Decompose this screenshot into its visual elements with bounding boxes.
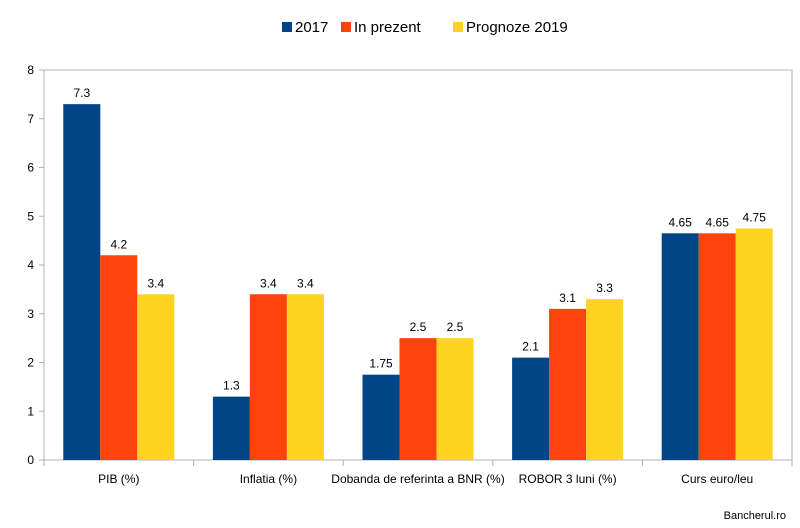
bar	[698, 233, 736, 460]
bars	[63, 104, 773, 460]
data-label: 3.4	[297, 276, 314, 290]
x-category-label: Inflatia (%)	[240, 472, 297, 486]
data-label: 3.3	[596, 281, 613, 295]
x-category-label: Dobanda de referinta a BNR (%)	[331, 472, 504, 486]
bar	[249, 294, 287, 460]
data-label: 2.1	[522, 340, 539, 354]
legend: 2017 In prezent Prognoze 2019	[282, 19, 568, 36]
data-label: 7.3	[73, 86, 90, 100]
x-category-label: Curs euro/leu	[681, 472, 753, 486]
y-tick-label: 1	[27, 404, 34, 418]
bar	[63, 104, 101, 460]
y-tick-label: 2	[27, 356, 34, 370]
data-label: 1.3	[223, 379, 240, 393]
y-tick-label: 8	[27, 63, 34, 77]
bar	[362, 374, 400, 460]
legend-swatch	[341, 22, 351, 32]
legend-label: In prezent	[354, 19, 422, 36]
bar	[436, 338, 474, 460]
legend-label: Prognoze 2019	[466, 19, 568, 36]
y-tick-label: 6	[27, 161, 34, 175]
data-labels: 7.3 4.2 3.4 1.3 3.4 3.4 1.75 2.5 2.5 2.1 3.1 3.3 4.6…	[73, 86, 766, 393]
y-tick-label: 3	[27, 307, 34, 321]
data-label: 4.65	[706, 215, 730, 229]
data-label: 4.65	[669, 215, 693, 229]
x-category-label: PIB (%)	[98, 472, 139, 486]
data-label: 3.4	[147, 276, 164, 290]
data-label: 3.4	[260, 276, 277, 290]
x-category-label: ROBOR 3 luni (%)	[519, 472, 617, 486]
legend-swatch	[453, 22, 463, 32]
legend-swatch	[282, 22, 292, 32]
bar	[586, 299, 624, 460]
y-tick-label: 7	[27, 112, 34, 126]
bar	[735, 228, 773, 460]
y-tick-label: 0	[27, 453, 34, 467]
bar	[286, 294, 324, 460]
data-label: 1.75	[369, 357, 393, 371]
data-label: 2.5	[410, 320, 427, 334]
y-tick-label: 5	[27, 209, 34, 223]
y-tick-label: 4	[27, 258, 34, 272]
data-label: 3.1	[559, 291, 576, 305]
bar	[399, 338, 437, 460]
data-label: 4.2	[110, 237, 127, 251]
watermark: Bancherul.ro	[723, 510, 786, 522]
data-label: 2.5	[447, 320, 464, 334]
bar	[100, 255, 138, 460]
bar	[549, 308, 587, 460]
bar	[212, 396, 250, 460]
bar	[512, 357, 550, 460]
bar	[137, 294, 175, 460]
legend-label: 2017	[295, 19, 328, 36]
bar	[661, 233, 699, 460]
data-label: 4.75	[743, 210, 767, 224]
